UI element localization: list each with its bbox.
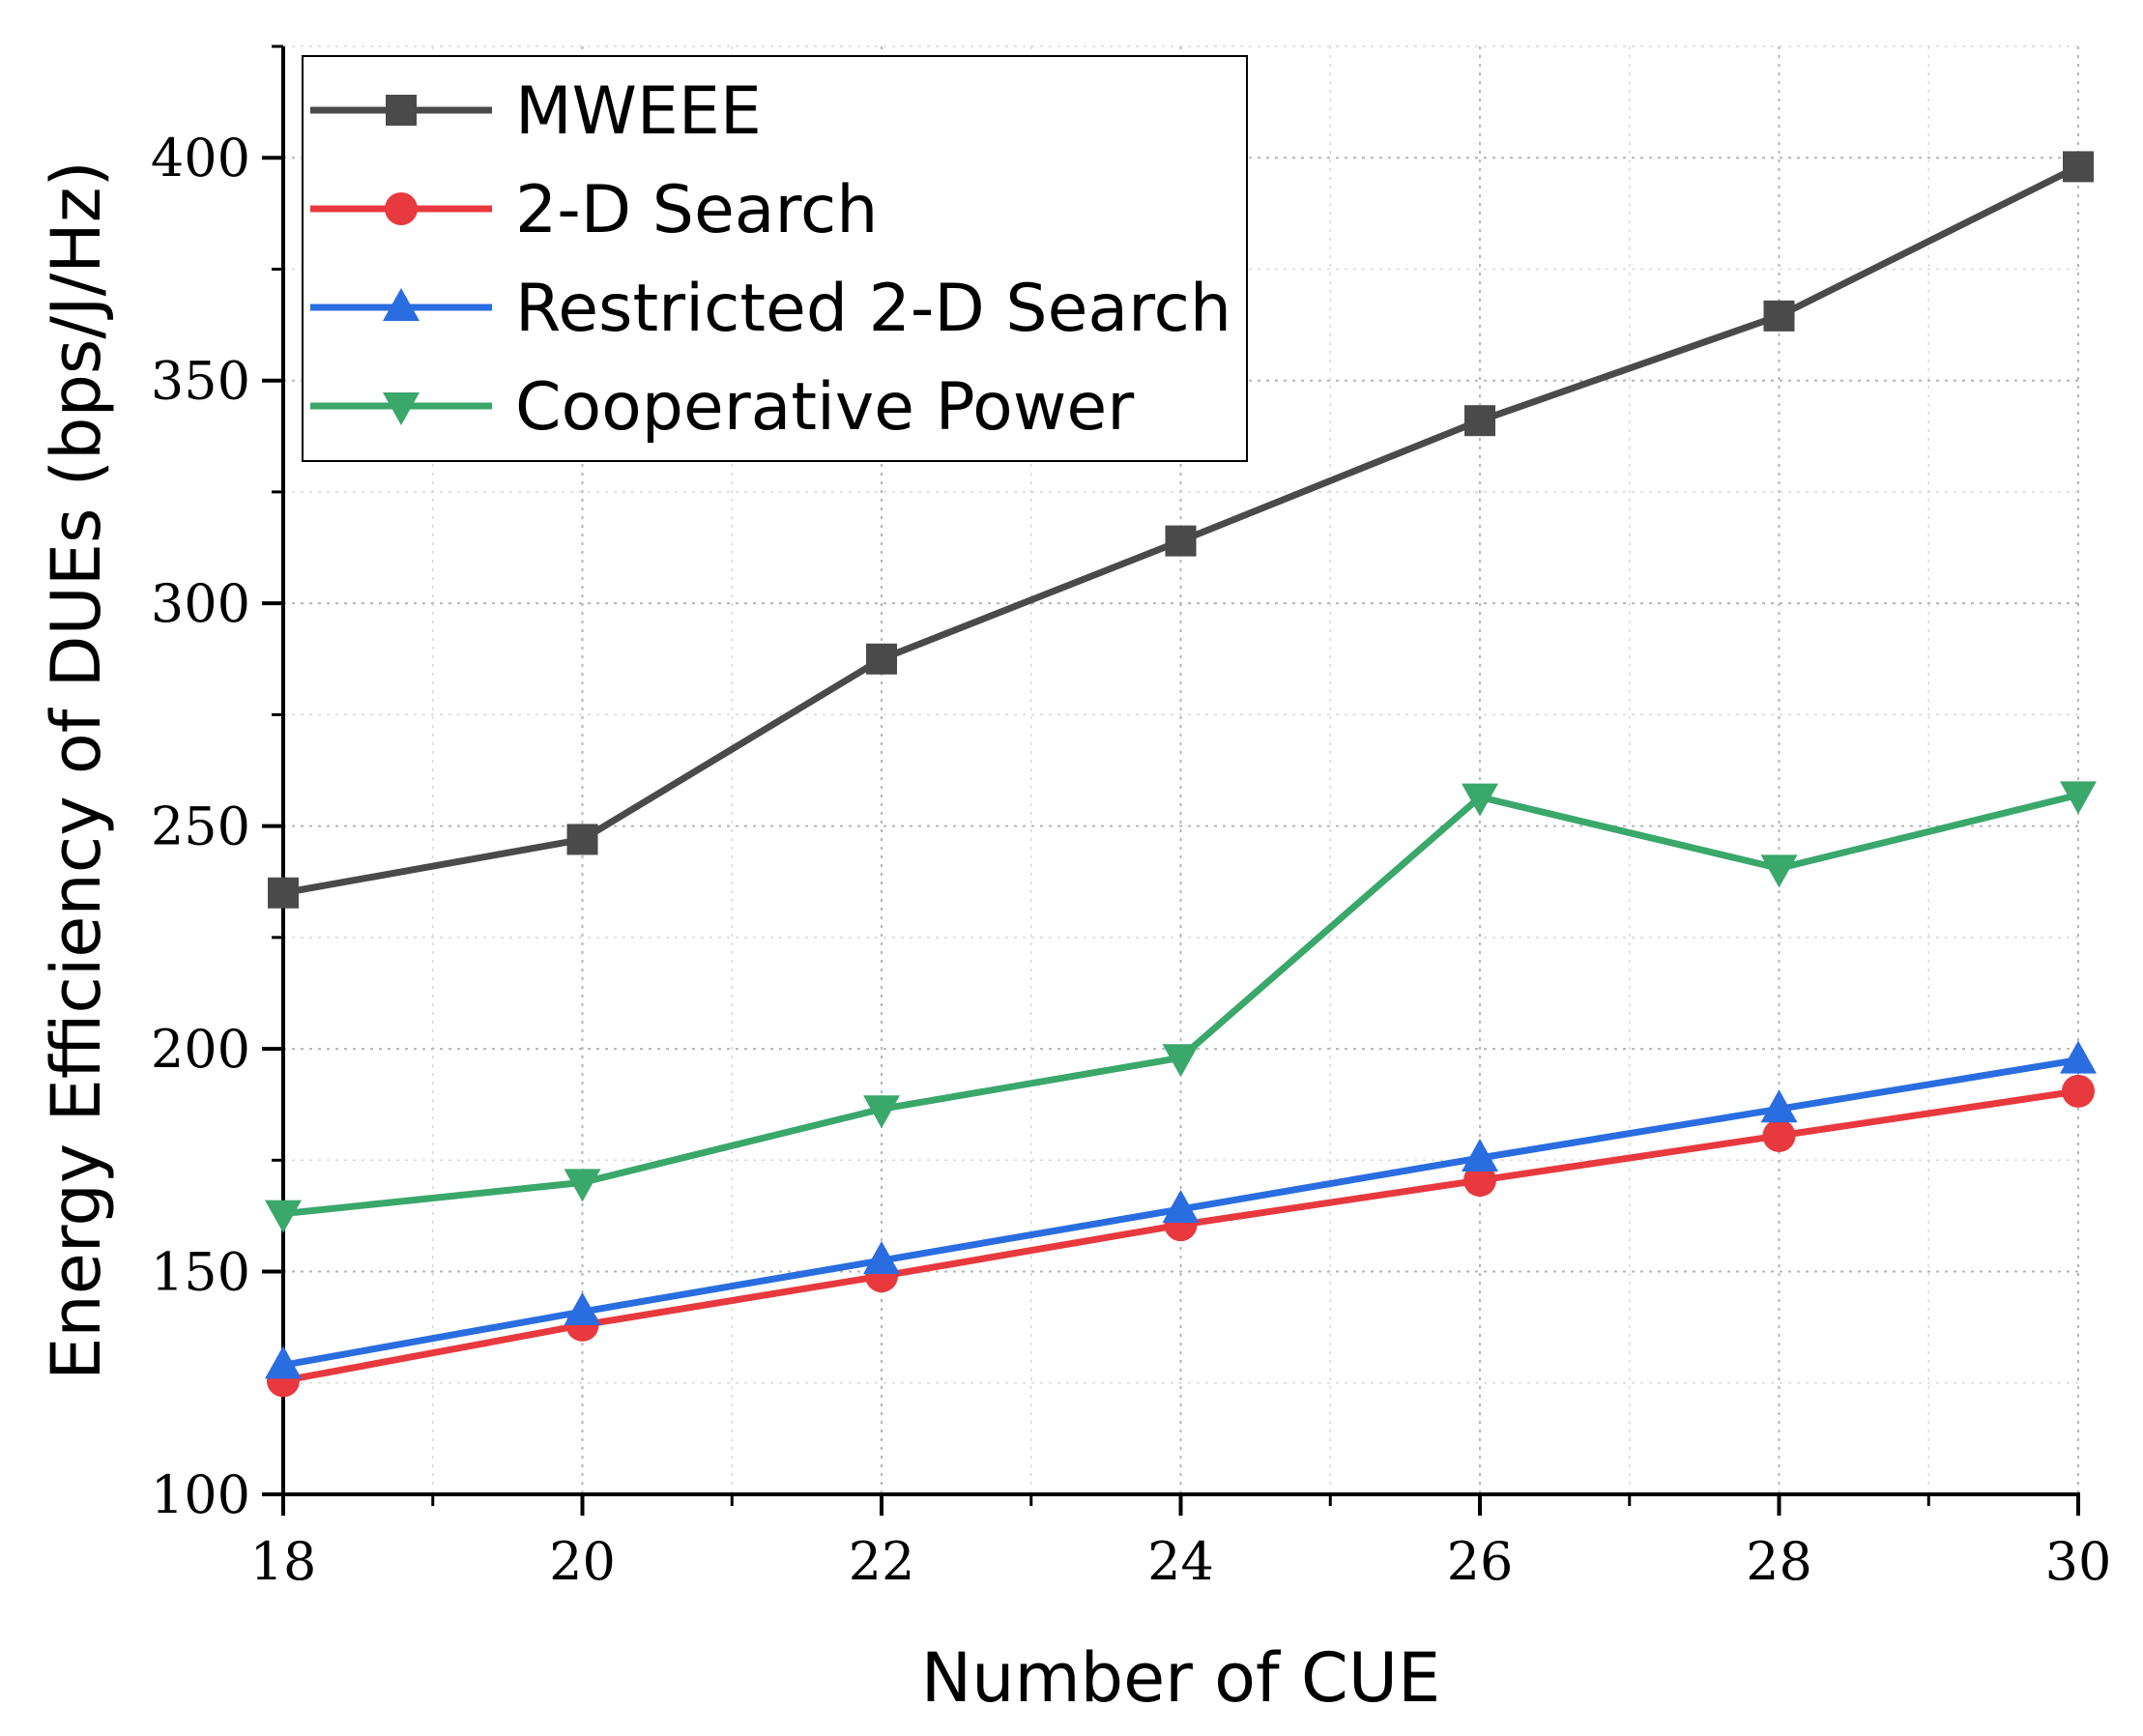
y-tick-label: 150 [151,1242,250,1303]
y-tick-label: 250 [151,796,250,857]
data-point [564,1292,601,1326]
y-tick-label: 100 [151,1464,250,1525]
data-point [564,1169,601,1202]
data-point [863,1095,900,1129]
data-point [265,1200,302,1233]
x-tick-label: 24 [1147,1531,1214,1592]
data-point [2062,1074,2095,1108]
x-tick-label: 26 [1447,1531,1514,1592]
data-point [2060,781,2097,815]
legend-label: 2-D Search [515,172,878,248]
y-axis-label: Energy Efficiency of DUEs (bps/J/Hz) [37,160,116,1380]
series-2-d-search [267,1074,2095,1398]
data-point [1463,1164,1496,1198]
data-point [1162,1190,1200,1224]
ticks: 18 20 22 24 26 28 30 100 150 200 250 300 350 400 [151,44,2112,1592]
legend-label: Restricted 2-D Search [515,271,1231,347]
data-point [2060,1040,2097,1074]
series-mweee [268,151,2094,909]
data-point [265,1345,302,1379]
legend-marker [383,392,420,425]
data-point [1165,525,1197,557]
data-point [2063,151,2094,183]
data-point [1762,1118,1796,1152]
data-point [1462,1139,1498,1172]
data-point [866,643,897,675]
data-point [1464,405,1495,437]
series-cooperative-power [265,781,2097,1233]
x-tick-label: 30 [2045,1531,2112,1592]
legend-marker [386,95,417,126]
x-tick-label: 20 [549,1531,616,1592]
series [265,151,2097,1398]
legend: MWEEE 2-D Search Restricted 2-D Search Coop… [302,55,1248,462]
legend-box [302,55,1248,462]
legend-marker [385,192,418,225]
y-tick-label: 300 [151,573,250,634]
series-restricted-2-d-search [265,1040,2097,1379]
legend-label: Cooperative Power [515,369,1134,446]
x-tick-label: 28 [1746,1531,1812,1592]
data-point [1760,1089,1798,1123]
y-tick-label: 200 [151,1019,250,1080]
data-point [566,824,598,855]
legend-marker [383,288,420,321]
data-point [1763,300,1795,332]
legend-label: MWEEE [515,73,762,150]
x-axis-label: Number of CUE [921,1638,1441,1718]
data-point [1162,1044,1200,1078]
x-tick-label: 18 [250,1531,317,1592]
data-point [863,1241,900,1275]
y-tick-label: 350 [151,351,250,412]
data-point [268,877,299,909]
data-point [1462,783,1498,817]
data-point [1760,854,1798,888]
y-tick-label: 400 [151,128,250,188]
x-tick-label: 22 [849,1531,915,1592]
